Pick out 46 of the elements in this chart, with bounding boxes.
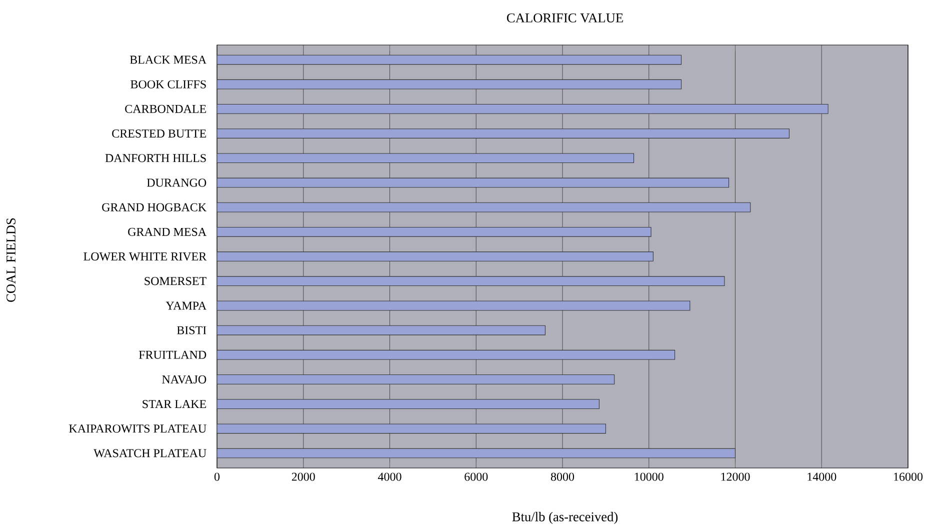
bar — [217, 79, 682, 90]
y-tick-label: WASATCH PLATEAU — [94, 449, 206, 458]
bar — [217, 374, 615, 384]
bar — [217, 325, 546, 336]
bar — [217, 276, 725, 286]
y-tick-label: CRESTED BUTTE — [112, 130, 206, 138]
x-tick-label: 14000 — [808, 472, 836, 481]
bar — [217, 399, 600, 409]
bar — [217, 448, 736, 458]
x-tick-label: 12000 — [721, 472, 750, 481]
bar — [217, 104, 828, 114]
y-tick-label: DURANGO — [146, 178, 206, 187]
y-tick-label: STAR LAKE — [142, 400, 206, 408]
bar — [217, 300, 690, 311]
y-tick-label: BISTI — [176, 326, 206, 334]
bar — [217, 128, 790, 138]
y-tick-label: YAMPA — [166, 302, 207, 310]
x-tick-label: 4000 — [378, 472, 402, 481]
bar — [217, 54, 682, 65]
x-tick-label: 6000 — [464, 472, 488, 481]
bar — [217, 226, 652, 237]
bar — [217, 202, 751, 212]
bar — [217, 178, 730, 188]
bar — [217, 252, 654, 262]
x-tick-label: 16000 — [894, 472, 923, 481]
x-tick-label: 8000 — [550, 472, 574, 481]
y-tick-label: DANFORTH HILLS — [105, 154, 206, 162]
y-tick-label: BLACK MESA — [130, 56, 206, 64]
y-tick-label: NAVAJO — [162, 375, 206, 384]
y-tick-label: BOOK CLIFFS — [130, 80, 206, 88]
x-tick-label: 0 — [214, 472, 220, 481]
y-tick-label: GRAND MESA — [128, 228, 206, 236]
x-tick-label: 10000 — [634, 472, 664, 481]
x-tick-label: 2000 — [292, 472, 315, 481]
bar — [217, 153, 634, 164]
y-tick-label: CARBONDALE — [125, 104, 206, 113]
y-tick-label: LOWER WHITE RIVER — [84, 252, 207, 261]
y-tick-label: GRAND HOGBACK — [102, 203, 206, 212]
y-tick-label: SOMERSET — [144, 277, 206, 286]
x-axis-title: Btu/lb (as-received) — [512, 512, 618, 524]
chart-title: CALORIFIC VALUE — [506, 13, 623, 23]
y-tick-label: FRUITLAND — [138, 350, 206, 359]
bar — [217, 350, 676, 360]
y-tick-label: KAIPAROWITS PLATEAU — [69, 424, 206, 433]
y-axis-title: COAL FIELDS — [6, 218, 16, 302]
bar — [217, 424, 606, 434]
